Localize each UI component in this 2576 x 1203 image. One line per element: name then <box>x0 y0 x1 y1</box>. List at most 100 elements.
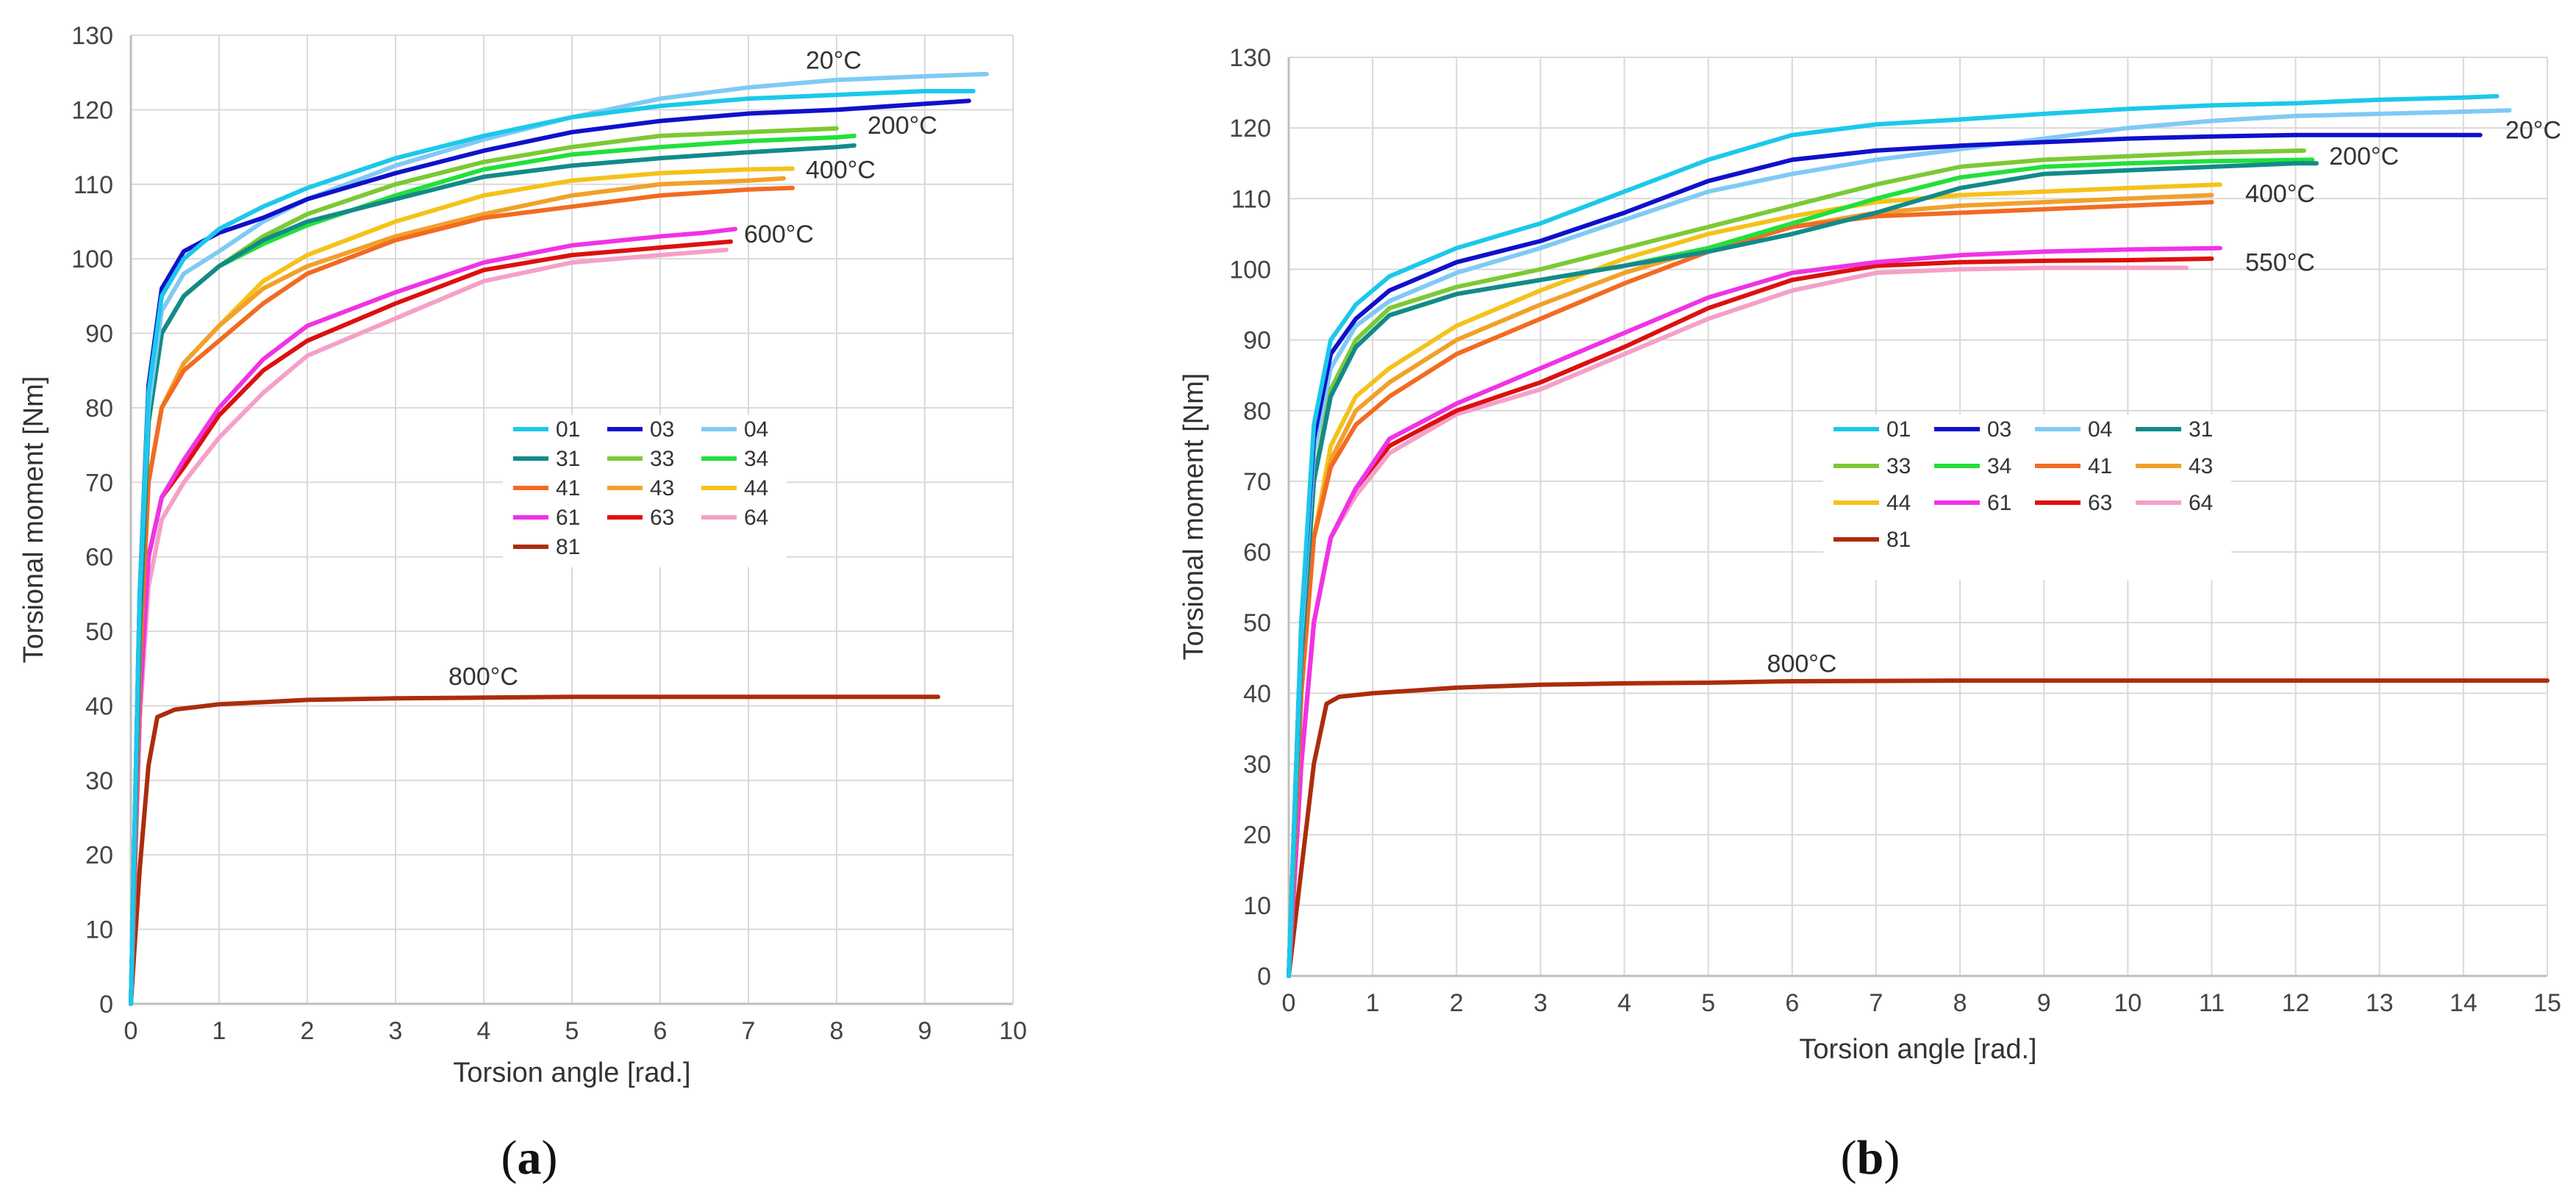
y-tick-label: 40 <box>85 692 113 720</box>
legend-label-63: 63 <box>2088 491 2112 515</box>
x-tick-label: 13 <box>2366 989 2394 1017</box>
y-tick-label: 120 <box>71 96 113 124</box>
series-line-81 <box>1287 678 2550 978</box>
series-line-31 <box>1287 161 2319 978</box>
legend-label-04: 04 <box>744 417 768 442</box>
panel-a-chart: 0 1 2 3 4 5 6 7 8 9 100102030405060708090100110120… <box>18 22 1027 1185</box>
panel-label: (b) <box>1841 1131 1900 1185</box>
x-axis-title: Torsion angle [rad.] <box>1799 1034 2036 1065</box>
legend-label-43: 43 <box>2189 454 2213 478</box>
y-tick-label: 130 <box>1229 44 1271 72</box>
x-axis-title: Torsion angle [rad.] <box>453 1057 690 1088</box>
x-tick-label: 5 <box>1701 989 1715 1017</box>
y-tick-label: 30 <box>1243 751 1271 779</box>
y-tick-label: 50 <box>85 618 113 646</box>
legend-label-64: 64 <box>2189 491 2213 515</box>
y-tick-label: 10 <box>85 916 113 944</box>
legend-label-41: 41 <box>2088 454 2112 478</box>
y-tick-label: 70 <box>85 469 113 497</box>
legend-label-34: 34 <box>744 447 768 471</box>
legend-label-03: 03 <box>650 417 674 442</box>
legend-box <box>1823 414 2231 580</box>
y-tick-label: 120 <box>1229 115 1271 143</box>
y-tick-label: 70 <box>1243 468 1271 496</box>
legend-label-33: 33 <box>1886 454 1911 478</box>
series-line-61 <box>1287 245 2222 978</box>
y-axis-title: Torsional moment [Nm] <box>1178 373 1209 661</box>
temperature-label: 400°C <box>806 157 876 184</box>
series-line-01 <box>129 89 976 1006</box>
y-tick-label: 100 <box>1229 256 1271 284</box>
x-tick-label: 8 <box>830 1017 844 1045</box>
x-tick-label: 0 <box>124 1017 138 1045</box>
series-line-61 <box>129 226 737 1006</box>
x-tick-label: 9 <box>2037 989 2051 1017</box>
y-tick-label: 90 <box>85 320 113 348</box>
y-tick-label: 110 <box>74 171 113 199</box>
legend-label-43: 43 <box>650 476 674 500</box>
x-tick-label: 2 <box>1450 989 1464 1017</box>
series-line-01 <box>1287 93 2500 978</box>
legend-box <box>503 414 787 567</box>
x-tick-label: 11 <box>2199 989 2225 1017</box>
x-tick-label: 14 <box>2450 989 2477 1017</box>
legend-label-64: 64 <box>744 506 768 530</box>
x-tick-label: 2 <box>301 1017 315 1045</box>
legend-label-04: 04 <box>2088 417 2112 442</box>
x-tick-label: 9 <box>918 1017 932 1045</box>
y-tick-label: 10 <box>1243 892 1271 920</box>
y-tick-label: 40 <box>1243 680 1271 708</box>
temperature-label: 550°C <box>2245 248 2315 276</box>
legend-label-44: 44 <box>744 476 768 500</box>
series-line-04 <box>1287 108 2512 978</box>
y-tick-label: 110 <box>1231 185 1271 213</box>
legend-label-44: 44 <box>1886 491 1911 515</box>
temperature-label: 600°C <box>744 220 814 248</box>
y-tick-label: 50 <box>1243 609 1271 637</box>
legend-label-61: 61 <box>556 506 580 530</box>
legend-label-31: 31 <box>2189 417 2213 442</box>
y-tick-label: 60 <box>85 544 113 572</box>
x-tick-label: 10 <box>999 1017 1027 1045</box>
y-tick-label: 130 <box>71 22 113 50</box>
y-tick-label: 90 <box>1243 327 1271 355</box>
panel-b-chart: 0 1 2 3 4 5 6 7 8 9 10 11 12 13 14 15010203040506070809… <box>1178 44 2561 1185</box>
legend-label-03: 03 <box>1987 417 2011 442</box>
legend-label-81: 81 <box>1886 528 1911 552</box>
legend-label-41: 41 <box>556 476 580 500</box>
y-tick-label: 20 <box>1243 822 1271 850</box>
legend-label-34: 34 <box>1987 454 2011 478</box>
legend-label-01: 01 <box>556 417 580 442</box>
y-tick-label: 100 <box>71 245 113 273</box>
temperature-label: 20°C <box>806 47 862 75</box>
x-tick-label: 6 <box>654 1017 668 1045</box>
x-tick-label: 8 <box>1953 989 1967 1017</box>
y-axis-title: Torsional moment [Nm] <box>18 376 49 664</box>
temperature-label: 20°C <box>2505 117 2561 145</box>
temperature-label: 800°C <box>1767 650 1837 678</box>
series-line-41 <box>129 185 795 1006</box>
x-tick-label: 1 <box>1366 989 1380 1017</box>
temperature-label: 200°C <box>2329 143 2399 170</box>
x-tick-label: 0 <box>1282 989 1296 1017</box>
temperature-label: 800°C <box>448 663 518 691</box>
x-tick-label: 1 <box>212 1017 226 1045</box>
legend-label-63: 63 <box>650 506 674 530</box>
series-line-31 <box>129 143 856 1006</box>
x-tick-label: 10 <box>2114 989 2142 1017</box>
x-tick-label: 6 <box>1785 989 1799 1017</box>
series-line-81 <box>129 694 940 1006</box>
x-tick-label: 7 <box>1869 989 1883 1017</box>
x-tick-label: 5 <box>565 1017 579 1045</box>
y-tick-label: 30 <box>85 767 113 795</box>
legend-label-01: 01 <box>1886 417 1911 442</box>
y-tick-label: 80 <box>1243 398 1271 425</box>
y-tick-label: 0 <box>99 991 113 1019</box>
legend-label-61: 61 <box>1987 491 2011 515</box>
x-tick-label: 15 <box>2533 989 2561 1017</box>
x-tick-label: 3 <box>1534 989 1548 1017</box>
x-tick-label: 12 <box>2282 989 2310 1017</box>
legend-label-81: 81 <box>556 535 580 559</box>
y-tick-label: 20 <box>85 841 113 869</box>
